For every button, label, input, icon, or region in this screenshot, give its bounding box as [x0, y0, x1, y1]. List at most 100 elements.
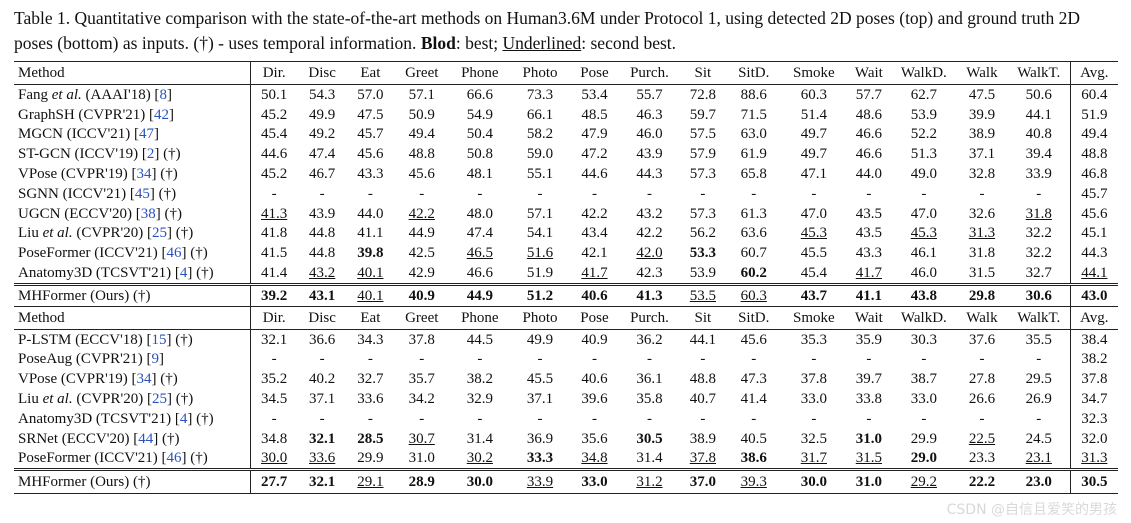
method-name-part: ]: [166, 86, 172, 103]
value-cell: 31.4: [619, 449, 680, 470]
value-cell: 30.5: [619, 429, 680, 449]
value-text: -: [1036, 351, 1042, 368]
value-cell: 49.4: [394, 125, 450, 145]
method-cell: SGNN (ICCV'21) [45] (†): [14, 183, 252, 204]
value-cell: 34.3: [347, 328, 394, 350]
value-cell: 72.8: [680, 83, 726, 105]
value-text: 37.6: [968, 331, 996, 348]
value-text: 40.8: [1025, 126, 1052, 143]
method-cell: SRNet (ECCV'20) [44] (†): [14, 428, 252, 449]
caption-text-2: : best;: [455, 33, 499, 53]
method-cell: Liu et al. (CVPR'20) [25] (†): [14, 223, 252, 244]
value-text: 43.2: [636, 205, 663, 222]
value-cell: -: [892, 184, 956, 204]
value-cell: 36.2: [618, 328, 681, 350]
value-cell: 38.9: [956, 125, 1008, 145]
value-cell: -: [782, 350, 846, 370]
value-text: 59.7: [689, 106, 716, 123]
value-cell: 35.3: [781, 328, 847, 350]
value-cell: 41.3: [251, 204, 298, 224]
citation-link[interactable]: 45: [134, 185, 150, 202]
column-header: Method: [14, 61, 252, 85]
value-text: 43.5: [855, 225, 882, 242]
value-cell: -: [846, 409, 892, 429]
value-text: -: [979, 351, 985, 368]
citation-link[interactable]: 34: [136, 371, 152, 388]
citation-link[interactable]: 9: [151, 351, 160, 368]
value-text: -: [921, 185, 927, 202]
value-text: 34.7: [1081, 391, 1108, 408]
citation-link[interactable]: 44: [138, 430, 154, 447]
value-text: 30.7: [408, 430, 435, 447]
citation-link[interactable]: 34: [136, 166, 152, 183]
value-text: 51.4: [800, 106, 827, 123]
citation-link[interactable]: 25: [151, 391, 167, 408]
citation-link[interactable]: 4: [179, 410, 188, 427]
value-text: 45.6: [408, 166, 435, 183]
column-header: WalkD.: [891, 61, 957, 85]
value-text: 60.3: [800, 86, 827, 103]
column-header: WalkT.: [1017, 309, 1061, 326]
value-cell: -: [619, 409, 680, 429]
citation-link[interactable]: 2: [146, 146, 155, 163]
column-header: Avg.: [1069, 61, 1118, 85]
value-cell: 33.9: [1008, 164, 1070, 184]
method-name-part: ] (†): [166, 225, 194, 242]
citation-link[interactable]: 25: [151, 225, 167, 242]
value-text: 57.9: [689, 146, 716, 163]
value-text: 45.6: [357, 146, 384, 163]
value-cell: 37.8: [1069, 369, 1118, 390]
table-row: VPose (CVPR'19) [34] (†) 35.2 40.2 32.7 35.7…: [14, 369, 1118, 390]
value-cell: 44.6: [570, 164, 619, 184]
citation-link[interactable]: 47: [139, 126, 155, 143]
value-cell: 60.4: [1069, 83, 1118, 105]
value-text: 41.1: [855, 287, 882, 304]
citation-link[interactable]: 46: [166, 450, 182, 467]
value-cell: 48.8: [1069, 144, 1118, 165]
value-text: 41.7: [855, 265, 882, 282]
value-cell: 44.1: [1069, 263, 1118, 285]
value-cell: -: [1008, 350, 1070, 370]
method-name-part: et al.: [51, 86, 82, 103]
value-text: 45.4: [800, 265, 827, 282]
value-text: 44.3: [636, 166, 663, 183]
citation-link[interactable]: 38: [140, 205, 156, 222]
citation-link[interactable]: 46: [166, 245, 182, 262]
value-text: 37.8: [408, 331, 435, 348]
value-text: 47.5: [968, 86, 996, 103]
value-cell: 40.8: [1008, 125, 1070, 145]
value-text: -: [367, 410, 373, 427]
value-text: 54.3: [309, 86, 336, 103]
method-name-part: Anatomy3D (TCSVT'21) [: [18, 410, 180, 427]
citation-link[interactable]: 42: [154, 106, 170, 123]
value-cell: 46.5: [450, 243, 510, 263]
value-cell: 53.9: [680, 263, 726, 284]
citation-link[interactable]: 15: [151, 331, 167, 348]
value-cell: 51.9: [1069, 104, 1118, 125]
value-cell: 34.8: [251, 429, 298, 449]
value-cell: 38.6: [726, 449, 782, 470]
value-cell: 44.0: [846, 164, 892, 184]
citation-link[interactable]: 8: [159, 86, 167, 103]
value-cell: 33.9: [509, 468, 571, 495]
value-text: 45.3: [910, 225, 937, 242]
value-cell: 40.6: [570, 282, 619, 307]
value-text: 33.6: [309, 450, 336, 467]
value-text: 66.1: [526, 106, 554, 123]
value-cell: 23.0: [1007, 468, 1071, 495]
citation-link[interactable]: 4: [179, 265, 188, 282]
value-text: 40.9: [408, 287, 435, 304]
value-cell: 47.4: [297, 144, 347, 164]
value-text: 42.9: [408, 265, 435, 282]
value-cell: 48.1: [450, 164, 510, 184]
column-header: Disc: [297, 61, 348, 85]
value-text: 37.8: [689, 450, 716, 467]
value-cell: 24.5: [1008, 429, 1070, 449]
value-text: 33.0: [910, 391, 937, 408]
value-text: 42.2: [408, 205, 435, 222]
value-text: 50.6: [1025, 86, 1052, 103]
value-cell: 53.3: [680, 243, 726, 263]
value-cell: 43.4: [570, 224, 619, 244]
value-cell: 62.7: [891, 83, 957, 105]
value-text: 66.6: [466, 86, 493, 103]
